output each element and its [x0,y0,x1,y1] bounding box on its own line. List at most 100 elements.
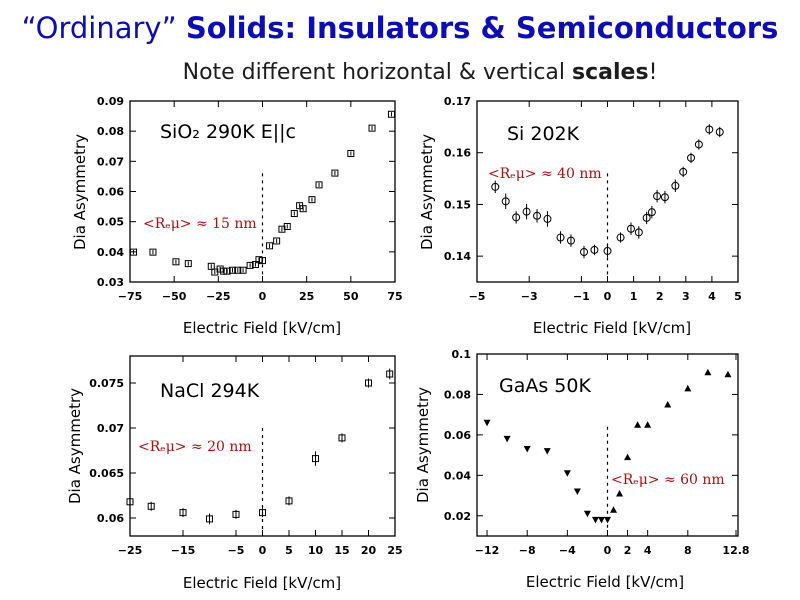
sio2-data-point [331,169,339,177]
gaas-y-axis-label: Dia Asymmetry [414,387,432,503]
sio2-x-tick-label: −50 [162,290,187,303]
nacl-plot-frame [129,355,396,537]
sio2-data-point [172,258,180,266]
si-x-tick-label: 2 [656,290,664,303]
sio2-x-tick-label: 75 [387,290,402,303]
sio2-y-tick-label: 0.05 [97,216,124,229]
sio2-x-axis-label: Electric Field [kV/cm] [183,319,341,337]
nacl-y-tick-label: 0.075 [89,377,124,390]
nacl-data-point [386,370,394,378]
sio2-data-point [211,268,219,276]
si-data-point [543,214,552,223]
sio2-data-point [220,267,228,275]
nacl-data-point [206,515,213,523]
sio2-annotation: <Rₑμ> ≈ 15 nm [143,216,257,232]
sio2-data-point [207,262,215,270]
nacl-x-tick-label: 5 [285,544,293,557]
nacl-data-point [147,502,155,510]
gaas-data-point [724,370,732,378]
sio2-data-point [216,265,224,273]
si-data-point [603,246,612,255]
nacl-x-tick-label: −15 [171,544,196,557]
si-data-point [715,128,724,137]
sio2-data-point [246,261,254,269]
nacl-y-tick-label: 0.07 [97,422,124,435]
si-x-tick-label: 4 [708,290,716,303]
si-data-point [660,193,669,202]
sio2-data-point [255,256,263,264]
gaas-data-point [597,516,605,524]
nacl-x-axis-label: Electric Field [kV/cm] [183,574,341,592]
si-data-point [671,181,680,190]
gaas-data-point [604,516,611,524]
sio2-data-point [130,248,138,256]
si-x-axis-label: Electric Field [kV/cm] [533,319,691,337]
sio2-y-tick-label: 0.08 [97,125,124,138]
gaas-x-tick-label: 4 [644,544,652,557]
si-data-point [705,125,714,134]
si-y-tick-label: 0.16 [444,147,471,160]
sio2-x-tick-label: 50 [343,290,359,303]
gaas-y-tick-label: 0.06 [444,429,471,442]
gaas-x-tick-label: 2 [624,544,632,557]
gaas-data-point [543,448,551,455]
gaas-annotation: <Rₑμ> ≈ 60 nm [611,472,725,488]
gaas-data-point [523,446,531,453]
si-x-tick-label: 3 [682,290,690,303]
sio2-data-point [347,149,355,157]
si-panel-label: Si 202K [507,123,580,145]
sio2-data-point [387,110,395,118]
gaas-x-tick-label: 8 [684,544,692,557]
gaas-data-point [573,488,581,496]
si-data-point [616,233,625,242]
title-ordinary: “Ordinary” [21,11,177,45]
si-data-point [634,228,643,237]
sio2-x-tick-label: 25 [299,290,314,303]
gaas-data-point [563,470,571,477]
sio2-x-tick-label: −25 [206,290,231,303]
gaas-panel-label: GaAs 50K [499,375,591,397]
sio2-data-point [299,205,307,213]
gaas-data-point [684,384,692,392]
nacl-annotation: <Rₑμ> ≈ 20 nm [138,439,252,455]
gaas-x-tick-label: −4 [559,544,576,557]
si-y-axis-label: Dia Asymmetry [418,134,436,250]
si-x-tick-label: 0 [604,290,612,303]
gaas-data-point [616,490,624,497]
si-x-tick-label: −1 [573,290,590,303]
si-data-point [522,207,531,216]
nacl-x-tick-label: 0 [259,544,267,557]
slide-subtitle: Note different horizontal & vertical sca… [0,60,800,85]
sio2-y-tick-label: 0.03 [97,276,124,289]
nacl-x-tick-label: −5 [228,544,245,557]
nacl-panel-label: NaCl 294K [160,380,260,402]
gaas-y-tick-label: 0.08 [444,388,471,401]
gaas-y-tick-label: 0.04 [444,469,471,482]
si-y-tick-label: 0.17 [444,95,471,108]
nacl-data-point [338,434,346,442]
gaas-plot-frame [476,353,739,537]
sio2-y-axis-label: Dia Asymmetry [71,134,89,250]
sio2-data-point [259,257,266,265]
nacl-x-tick-label: 10 [308,544,324,557]
gaas-data-point [624,453,632,461]
sio2-panel-label: SiO₂ 290K E||c [160,121,296,143]
nacl-data-point [179,509,187,517]
nacl-y-tick-label: 0.065 [89,467,124,480]
gaas-data-point [704,368,712,376]
si-data-point [491,182,500,191]
sio2-y-tick-label: 0.06 [97,186,124,199]
nacl-data-point [232,510,240,518]
sio2-data-point [283,222,291,230]
si-data-point [679,167,688,176]
gaas-data-point [634,421,642,428]
sio2-x-tick-label: 0 [259,290,267,303]
nacl-data-point [259,509,266,517]
si-x-tick-label: −3 [521,290,538,303]
si-y-tick-label: 0.15 [444,198,471,211]
subtitle-exclaim: ! [648,60,658,85]
nacl-data-point [126,498,134,506]
sio2-data-point [290,210,298,218]
si-data-point [647,208,656,217]
